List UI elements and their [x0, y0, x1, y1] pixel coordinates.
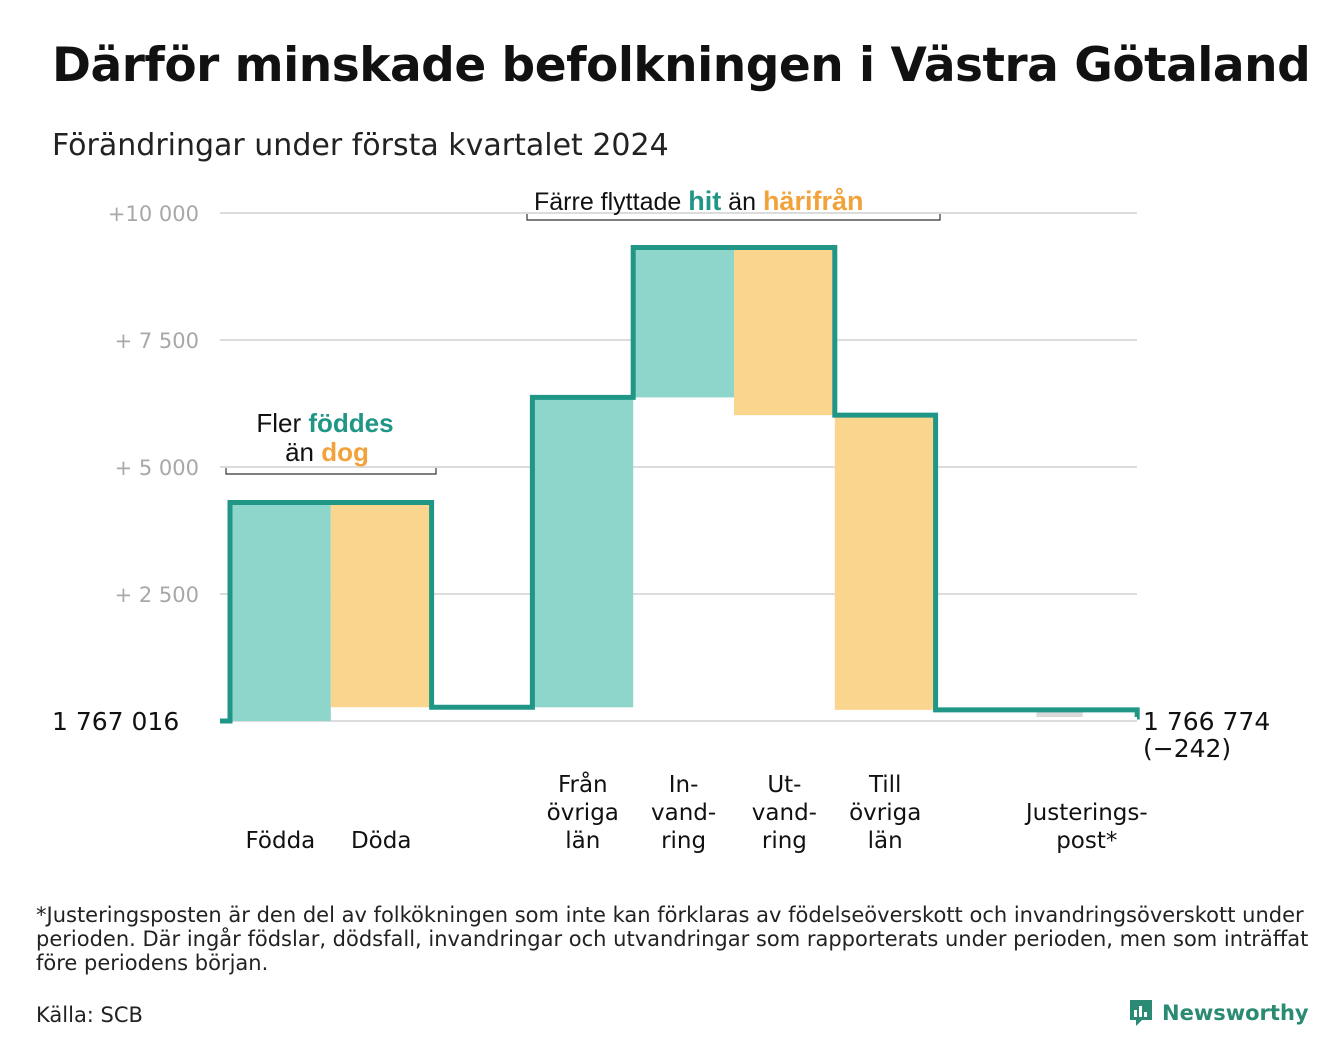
y-tick-label: + 5 000 — [115, 456, 199, 480]
category-label: Födda — [246, 828, 316, 854]
category-label: Döda — [351, 828, 411, 854]
annotation-births-line2: än dog — [285, 437, 369, 467]
start-value-label: 1 767 016 — [52, 707, 179, 736]
y-tick-label: + 2 500 — [115, 583, 199, 607]
end-labels: 1 766 774(−242) — [1143, 707, 1270, 763]
category-label: Från övriga län — [547, 770, 619, 854]
cumulative-step-line — [220, 245, 1140, 724]
end-change-label: (−242) — [1143, 734, 1231, 763]
bar-outflow — [834, 415, 936, 710]
footnote: *Justeringsposten är den del av folkökni… — [36, 903, 1309, 975]
step-line — [220, 245, 1140, 724]
end-value-label: 1 766 774 — [1143, 707, 1270, 736]
bar-inflow — [230, 502, 331, 721]
bar-outflow — [734, 247, 835, 416]
y-tick-label: +10 000 — [108, 202, 199, 226]
annotation-moves: Färre flyttade hit än härifrån — [534, 186, 863, 216]
chart-subtitle: Förändringar under första kvartalet 2024 — [52, 128, 669, 163]
chart-title: Därför minskade befolkningen i Västra Gö… — [52, 38, 1311, 93]
waterfall-chart: +10 000 + 7 500 + 5 000 + 2 500 1 767 016 Fö… — [52, 186, 1270, 854]
category-label: Justerings-post* — [1024, 800, 1148, 854]
annotation-bracket — [526, 214, 941, 221]
category-label: In-vand-ring — [651, 772, 716, 854]
category-label: Ut-vand-ring — [752, 772, 817, 854]
bar-adjustment — [1036, 709, 1083, 718]
category-labels: Födda Döda Från övriga län In-vand-ring Ut-van… — [246, 770, 1148, 854]
logo-text: Newsworthy — [1162, 1001, 1309, 1025]
bar-inflow — [633, 247, 734, 398]
source-label: Källa: SCB — [36, 1003, 143, 1027]
bar-inflow — [532, 397, 634, 708]
newsworthy-logo: Newsworthy — [1128, 998, 1309, 1028]
annotation-births-line1: Fler föddes — [256, 408, 393, 438]
category-label: Till övriga län — [849, 772, 921, 854]
bars — [230, 247, 1083, 721]
bar-chart-speech-icon — [1130, 1000, 1152, 1026]
y-axis-ticks: +10 000 + 7 500 + 5 000 + 2 500 1 767 016 — [52, 202, 199, 736]
bar-outflow — [330, 502, 432, 708]
y-tick-label: + 7 500 — [115, 329, 199, 353]
annotation-bracket — [225, 468, 437, 475]
